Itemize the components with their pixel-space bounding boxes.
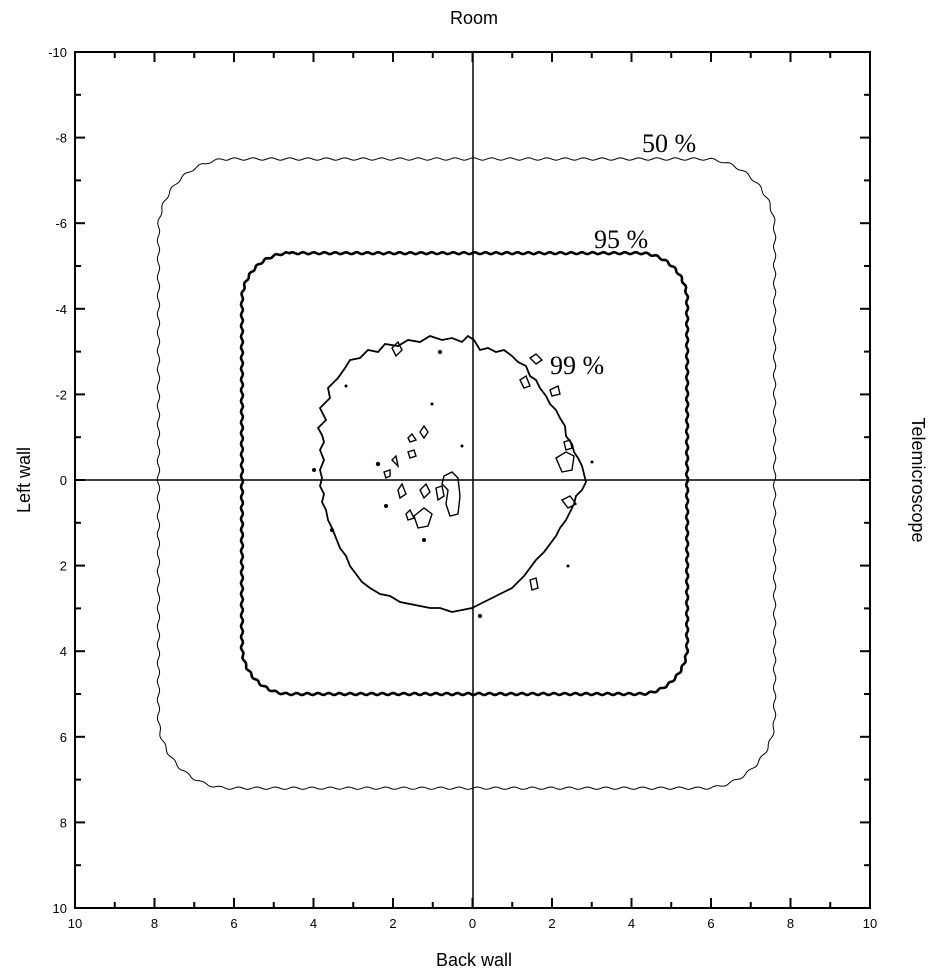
y-tick-label: -2 <box>55 387 67 402</box>
y-tick-label: -10 <box>48 45 67 60</box>
island <box>391 454 400 469</box>
island <box>441 471 461 517</box>
island <box>413 507 433 529</box>
island <box>383 469 391 479</box>
y-tick-label: 6 <box>60 730 67 745</box>
y-tick-label: 10 <box>53 901 67 916</box>
x-tick-label: 2 <box>389 916 396 931</box>
dot <box>330 528 334 532</box>
dot <box>430 402 434 406</box>
island <box>419 424 429 440</box>
contour-95-percent <box>239 250 690 697</box>
dot <box>375 461 381 467</box>
contour-99-dots <box>312 350 594 618</box>
x-tick-labels: 10 8 6 4 2 0 2 4 6 8 10 <box>68 916 877 931</box>
island <box>560 495 578 509</box>
contour-label-99: 99 % <box>550 351 604 380</box>
island <box>391 340 403 358</box>
contour-label-95: 95 % <box>594 225 648 254</box>
island <box>549 384 561 397</box>
dot <box>384 504 388 508</box>
island <box>407 449 417 459</box>
island <box>555 451 575 473</box>
y-tick-label: 8 <box>60 815 67 830</box>
dot <box>438 350 442 354</box>
dot <box>312 468 316 472</box>
island <box>407 432 418 443</box>
island <box>529 577 539 591</box>
y-tick-label: -8 <box>55 131 67 146</box>
x-tick-label: 4 <box>628 916 635 931</box>
y-tick-label: -6 <box>55 216 67 231</box>
contour-50-percent <box>156 157 777 790</box>
top-axis-title: Room <box>450 8 498 28</box>
island <box>405 508 415 521</box>
island <box>397 482 407 500</box>
x-tick-label: 6 <box>230 916 237 931</box>
x-tick-label: 8 <box>151 916 158 931</box>
tick-marks <box>74 51 871 909</box>
x-tick-label: 4 <box>310 916 317 931</box>
x-tick-label: 2 <box>548 916 555 931</box>
dot <box>478 614 482 618</box>
island <box>563 439 573 451</box>
right-axis-title: Telemicroscope <box>908 417 928 542</box>
contour-99-islands <box>383 340 578 591</box>
y-tick-labels: -10 -8 -6 -4 -2 0 2 4 6 8 10 <box>48 45 67 916</box>
y-tick-label: 4 <box>60 644 67 659</box>
island <box>528 353 544 365</box>
y-tick-label: 0 <box>60 473 67 488</box>
dot <box>590 460 594 464</box>
contour-label-50: 50 % <box>642 129 696 158</box>
dot <box>344 384 348 388</box>
y-axis-title: Left wall <box>14 447 34 513</box>
dot <box>460 444 464 448</box>
y-tick-label: -4 <box>55 302 67 317</box>
x-tick-label: 8 <box>787 916 794 931</box>
x-axis-title: Back wall <box>436 950 512 970</box>
x-tick-label: 10 <box>68 916 82 931</box>
island <box>519 374 531 389</box>
x-tick-label: 6 <box>707 916 714 931</box>
dot <box>422 538 426 542</box>
island <box>419 482 431 500</box>
contour-99-percent <box>316 334 587 613</box>
x-tick-label: 10 <box>863 916 877 931</box>
y-tick-label: 2 <box>60 559 67 574</box>
dot <box>566 564 570 568</box>
island <box>435 485 445 502</box>
x-tick-label: 0 <box>469 916 476 931</box>
